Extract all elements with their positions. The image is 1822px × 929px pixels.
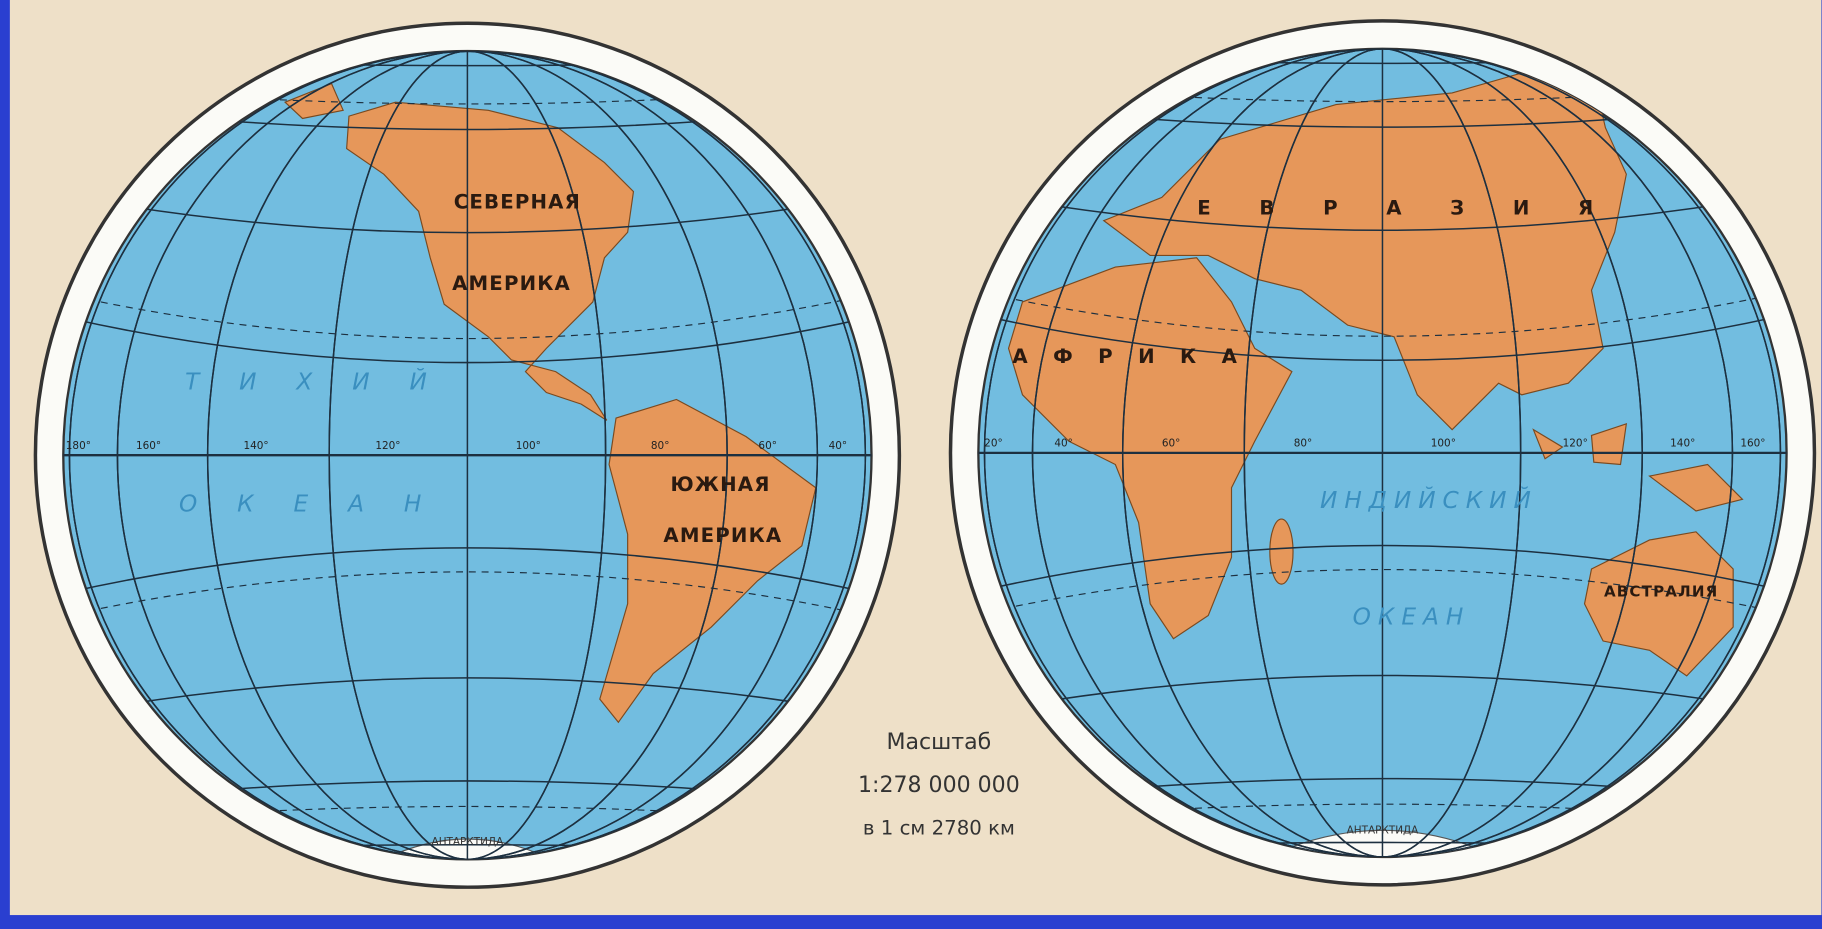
madagascar <box>1269 518 1294 585</box>
continent-label: Е В Р А З И Я <box>1197 197 1614 220</box>
ocean-label: Т И Х И Й <box>185 368 443 396</box>
eurasia <box>1102 66 1627 431</box>
parallel <box>978 674 1787 714</box>
tropic-line <box>63 571 872 617</box>
ocean-label: О К Е А Н <box>179 491 438 518</box>
ocean-label: ИНДИЙСКИЙ <box>1320 486 1538 514</box>
parallel <box>63 194 872 234</box>
ocean-label: ОКЕАН <box>1353 603 1471 630</box>
western-hemisphere: СЕВЕРНАЯ АМЕРИКА ЮЖНАЯ АМЕРИКА Т И Х И Й… <box>33 21 902 889</box>
continent-label: А Ф Р И К А <box>1012 345 1246 368</box>
greenland <box>284 82 344 120</box>
australia <box>1583 531 1734 677</box>
parallel <box>978 544 1787 592</box>
degree-label: 20° <box>984 438 1003 450</box>
degree-label: 80° <box>651 440 670 452</box>
tropic-line <box>978 569 1787 615</box>
continent-label: СЕВЕРНАЯ <box>454 191 581 214</box>
parallel <box>978 313 1787 361</box>
continent-label: АМЕРИКА <box>452 272 571 295</box>
degree-label: 80° <box>1294 438 1313 450</box>
degree-label: 40° <box>1054 438 1073 450</box>
parallel <box>63 677 872 716</box>
scale-title: Масштаб <box>886 730 991 755</box>
parallel <box>63 316 872 364</box>
degree-label: 180° <box>66 440 91 452</box>
degree-label: 160° <box>1740 438 1765 450</box>
scale-note: в 1 см 2780 км <box>863 817 1015 840</box>
scale-ratio: 1:278 000 000 <box>858 773 1020 798</box>
degree-label: 140° <box>243 440 268 452</box>
degree-label: 60° <box>758 440 777 452</box>
degree-label: 120° <box>375 440 400 452</box>
antarctica-label: АНТАРКТИДА <box>1347 824 1420 836</box>
degree-label: 100° <box>1431 438 1456 450</box>
tropic-line <box>978 291 1787 337</box>
degree-label: 160° <box>136 440 161 452</box>
antarctica-label: АНТАРКТИДА <box>432 836 505 848</box>
tropic-line <box>63 293 872 340</box>
eastern-hemisphere: Е В Р А З И Я А Ф Р И К А АВСТРАЛИЯ ИНДИ… <box>948 19 1817 887</box>
degree-label: 60° <box>1162 438 1181 450</box>
continent-label: АМЕРИКА <box>663 524 782 547</box>
degree-label: 120° <box>1563 438 1588 450</box>
north-america <box>346 101 635 421</box>
continent-label: ЮЖНАЯ <box>670 473 770 496</box>
degree-label: 100° <box>516 440 541 452</box>
degree-label: 140° <box>1670 438 1695 450</box>
degree-label: 40° <box>829 440 848 452</box>
continent-label: АВСТРАЛИЯ <box>1604 583 1718 601</box>
parallel <box>63 547 872 595</box>
parallel <box>978 192 1787 231</box>
south-america <box>599 398 817 724</box>
